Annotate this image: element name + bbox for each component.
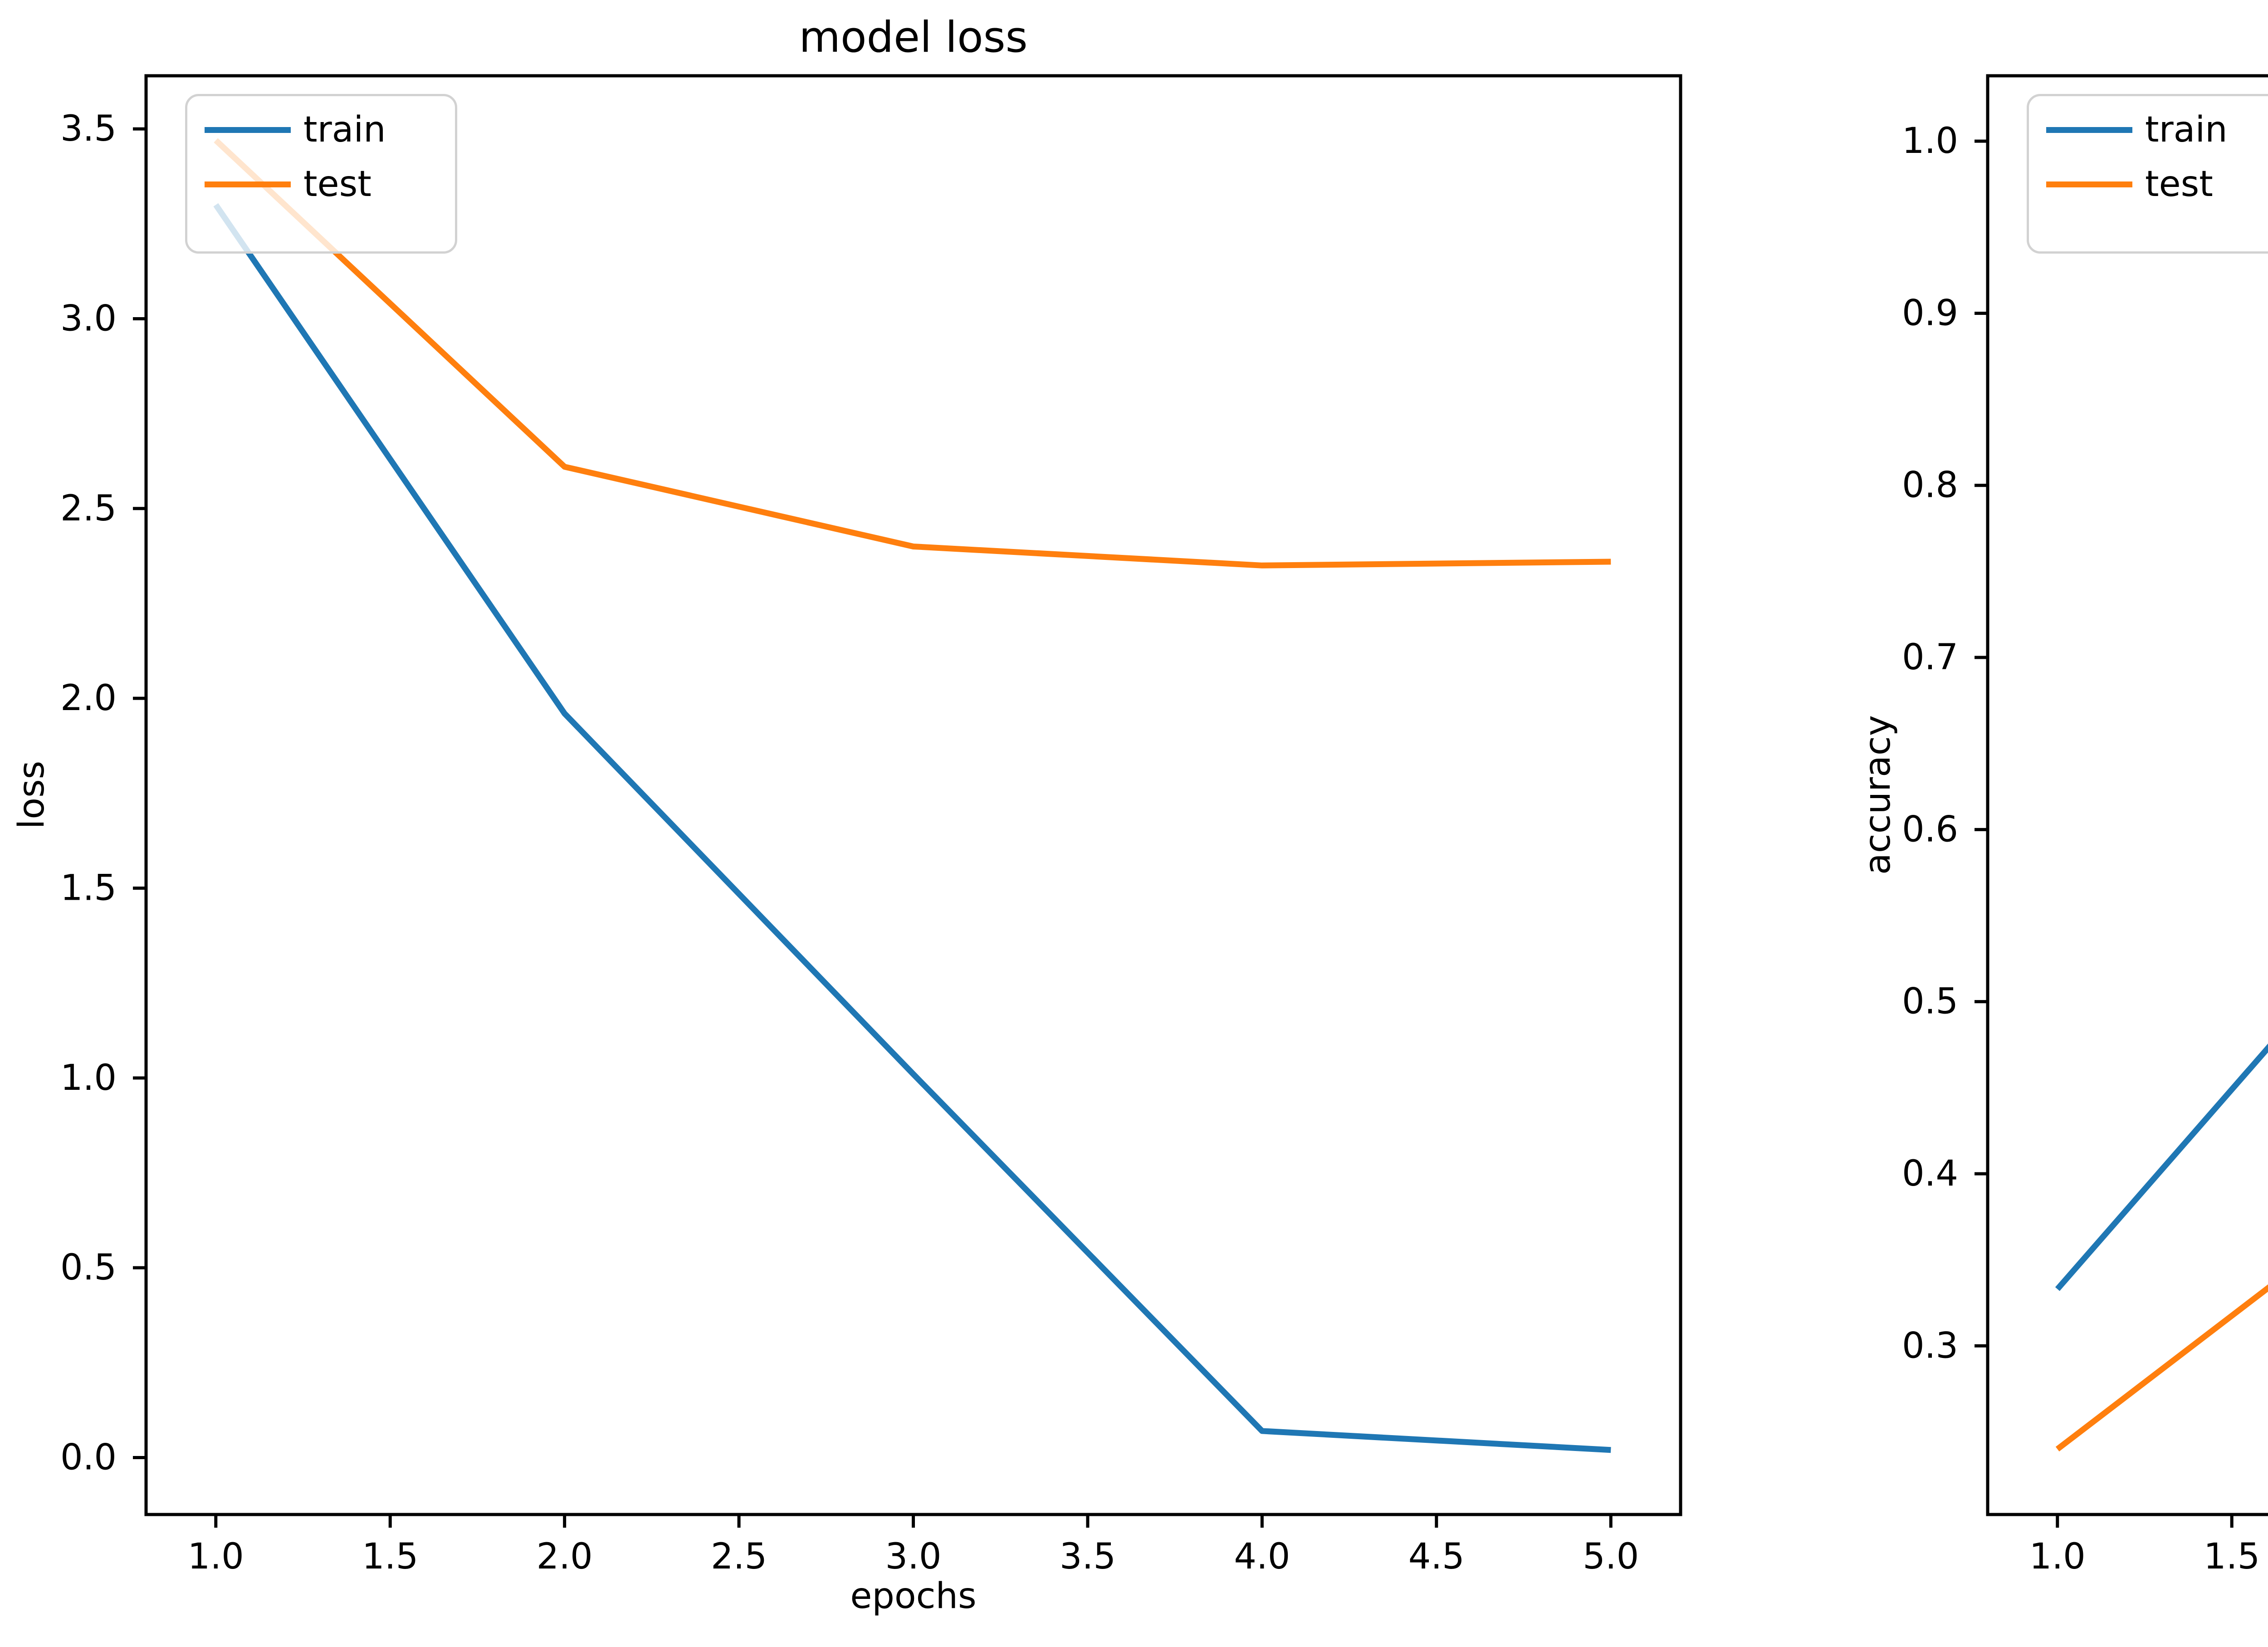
x-tick-label: 4.5 bbox=[1408, 1536, 1465, 1577]
y-tick-label: 0.7 bbox=[1902, 637, 1958, 678]
y-tick-label: 2.0 bbox=[60, 678, 117, 719]
legend-label-test: test bbox=[2145, 164, 2213, 205]
x-tick-label: 2.0 bbox=[537, 1536, 593, 1577]
legend-label-train: train bbox=[303, 109, 386, 150]
axes-spines bbox=[144, 74, 1682, 1516]
x-tick-label: 2.5 bbox=[711, 1536, 767, 1577]
x-tick-label: 1.5 bbox=[2204, 1536, 2260, 1577]
test-line bbox=[2055, 1284, 2268, 1452]
y-tick-label: 2.5 bbox=[60, 488, 117, 529]
legend-item-test: test bbox=[187, 157, 455, 211]
legend-item-train: train bbox=[2029, 103, 2268, 157]
x-tick-label: 3.0 bbox=[885, 1536, 941, 1577]
test-line-swatch-icon bbox=[2046, 181, 2132, 187]
x-tick-label: 1.0 bbox=[188, 1536, 244, 1577]
left-axes: 1.0 1.5 2.0 2.5 3.0 3.5 4.0 4.5 5.0 0.0 0.5 1.0 1.5 2… bbox=[60, 74, 1682, 1577]
y-tick-label: 1.0 bbox=[1902, 121, 1958, 162]
y-tick-label: 0.5 bbox=[60, 1247, 117, 1288]
legend-label-test: test bbox=[303, 164, 371, 205]
legend-item-test: test bbox=[2029, 157, 2268, 211]
x-tick-label: 1.5 bbox=[362, 1536, 418, 1577]
legend-label-train: train bbox=[2145, 109, 2228, 150]
y-tick-label: 0.4 bbox=[1902, 1153, 1958, 1194]
x-tick-label: 3.5 bbox=[1060, 1536, 1116, 1577]
test-line-swatch-icon bbox=[205, 181, 291, 187]
right-chart-title: 3D CNN scores bbox=[1988, 13, 2268, 63]
train-line bbox=[2055, 1043, 2268, 1291]
y-tick-label: 0.8 bbox=[1902, 465, 1958, 506]
y-tick-label: 0.5 bbox=[1902, 981, 1958, 1022]
right-x-axis-label: epochs bbox=[1988, 1573, 2268, 1619]
y-tick-label: 3.5 bbox=[60, 108, 117, 149]
train-line-swatch-icon bbox=[205, 127, 291, 133]
left-chart-title: model loss bbox=[799, 13, 1028, 62]
right-y-axis-label: accuracy bbox=[1857, 715, 1898, 875]
test-line bbox=[214, 138, 1611, 569]
x-tick-label: 5.0 bbox=[1583, 1536, 1639, 1577]
y-tick-label: 0.6 bbox=[1902, 809, 1958, 850]
left-legend: train test bbox=[185, 94, 457, 254]
train-line bbox=[213, 203, 1611, 1453]
y-tick-label: 0.9 bbox=[1902, 293, 1958, 333]
y-tick-label: 0.0 bbox=[60, 1437, 117, 1478]
train-line-swatch-icon bbox=[2046, 127, 2132, 133]
right-axes: 1.01.52.02.53.03.54.04.55.00.30.40.50.60… bbox=[1902, 74, 2268, 1577]
y-tick-label: 3.0 bbox=[60, 298, 117, 339]
legend-item-train: train bbox=[187, 103, 455, 157]
x-tick-label: 1.0 bbox=[2029, 1536, 2086, 1577]
left-y-axis-label: loss bbox=[11, 760, 52, 829]
left-x-axis-label: epochs bbox=[850, 1576, 977, 1617]
axes-spines bbox=[1986, 74, 2268, 1516]
right-legend: train test bbox=[2027, 94, 2268, 254]
y-tick-label: 1.5 bbox=[60, 868, 117, 908]
x-tick-label: 4.0 bbox=[1234, 1536, 1290, 1577]
y-tick-label: 1.0 bbox=[60, 1058, 117, 1098]
y-tick-label: 0.3 bbox=[1902, 1325, 1958, 1366]
